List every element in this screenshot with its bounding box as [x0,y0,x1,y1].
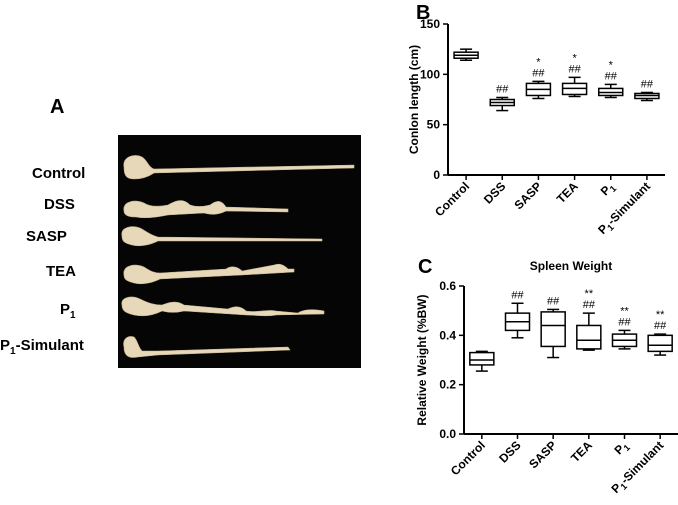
significance-marker: ## [532,67,545,79]
significance-marker: ## [547,295,560,307]
significance-marker: ## [568,63,581,75]
significance-marker: ## [496,83,509,95]
x-tick-label: SASP [512,179,545,212]
significance-marker: ** [585,288,594,300]
y-tick-label: 50 [427,118,441,132]
colon-control [123,155,355,180]
significance-marker: ## [605,70,618,82]
significance-marker: * [536,56,541,68]
y-tick-label: 100 [420,67,440,81]
significance-marker: ** [620,305,629,317]
box-iqr [647,334,673,353]
y-axis-label: Relative Weight (%BW) [415,294,429,425]
x-tick-label: P1 [598,179,619,200]
significance-marker: * [609,59,614,71]
x-tick-label: DSS [481,179,508,206]
y-tick-label: 0.4 [439,328,456,342]
colon-sasp [121,226,323,247]
significance-marker: * [572,52,577,64]
colon-p1 [121,296,325,317]
panel-a-label: A [50,96,65,118]
significance-marker: ** [656,309,665,321]
significance-marker: ## [618,316,631,328]
significance-marker: ## [511,289,524,301]
colon-dss [123,200,289,219]
box-iqr [469,351,495,366]
colon-group-label: Control [32,165,86,182]
colon-photograph [118,135,361,368]
y-tick-label: 0.0 [439,427,456,441]
y-axis-label: Conlon length (cm) [407,45,421,154]
x-tick-label: Control [432,179,472,219]
x-tick-label: DSS [496,438,523,465]
colon-group-label: P1-Simulant [0,337,84,357]
y-tick-label: 0.6 [439,279,456,293]
box-iqr [576,324,602,350]
panel-b-label: B [416,2,431,24]
significance-marker: ## [641,78,654,90]
colon-p1-simulant [123,336,291,358]
colon-group-label: P1 [60,301,76,321]
x-tick-label: TEA [568,438,595,465]
colon-photo-drawing [121,155,355,358]
colon-group-label: SASP [26,228,67,245]
significance-marker: ## [654,320,667,332]
box-iqr [540,311,566,348]
y-tick-label: 0.2 [439,378,456,392]
colon-group-label: TEA [46,263,76,280]
x-tick-label: SASP [526,438,559,471]
chart-title: Spleen Weight [530,259,612,273]
y-tick-label: 0 [433,168,440,182]
panel-c-label: C [418,256,433,278]
x-tick-label: TEA [554,179,581,206]
y-tick-label: 150 [420,17,440,31]
colon-group-label: DSS [44,196,75,213]
x-tick-label: P1 [612,438,633,459]
colon-tea [123,263,295,285]
x-tick-label: Control [448,438,488,478]
significance-marker: ## [583,299,596,311]
